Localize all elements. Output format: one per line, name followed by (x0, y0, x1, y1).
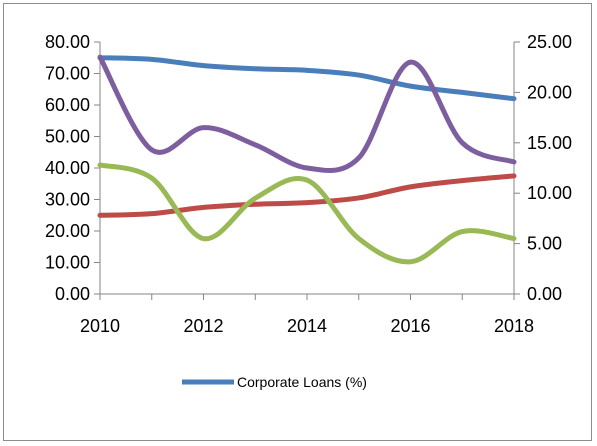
left-tick-label: 80.00 (45, 32, 90, 52)
left-tick-label: 60.00 (45, 95, 90, 115)
right-tick-label: 10.00 (527, 183, 572, 203)
tick-labels: 0.00 10.00 20.00 30.00 40.00 50.00 60.00 70.00 8… (45, 32, 572, 336)
x-tick-label: 2010 (80, 316, 120, 336)
series-line-3 (97, 162, 517, 265)
left-tick-label: 50.00 (45, 127, 90, 147)
left-tick-label: 20.00 (45, 221, 90, 241)
x-tick-label: 2018 (494, 316, 534, 336)
series-lines (97, 54, 517, 265)
x-tick-label: 2016 (390, 316, 430, 336)
line-chart: 0.00 10.00 20.00 30.00 40.00 50.00 60.00 70.00 8… (45, 32, 572, 390)
left-tick-label: 70.00 (45, 64, 90, 84)
axes (94, 41, 520, 300)
right-tick-label: 5.00 (527, 234, 562, 254)
x-tick-label: 2012 (183, 316, 223, 336)
left-tick-label: 30.00 (45, 190, 90, 210)
x-tick-label: 2014 (287, 316, 327, 336)
series-line-2 (97, 173, 517, 218)
right-tick-label: 20.00 (527, 82, 572, 102)
right-tick-label: 15.00 (527, 133, 572, 153)
right-tick-label: 0.00 (527, 284, 562, 304)
left-tick-label: 10.00 (45, 253, 90, 273)
right-tick-label: 25.00 (527, 32, 572, 52)
legend-label: Corporate Loans (%) (237, 374, 367, 390)
series-line-4 (97, 54, 517, 173)
left-tick-label: 0.00 (55, 284, 90, 304)
left-tick-label: 40.00 (45, 158, 90, 178)
series-line-1 (97, 55, 517, 102)
legend: Corporate Loans (%) (182, 374, 367, 390)
chart-frame: 0.00 10.00 20.00 30.00 40.00 50.00 60.00 70.00 8… (3, 3, 592, 441)
